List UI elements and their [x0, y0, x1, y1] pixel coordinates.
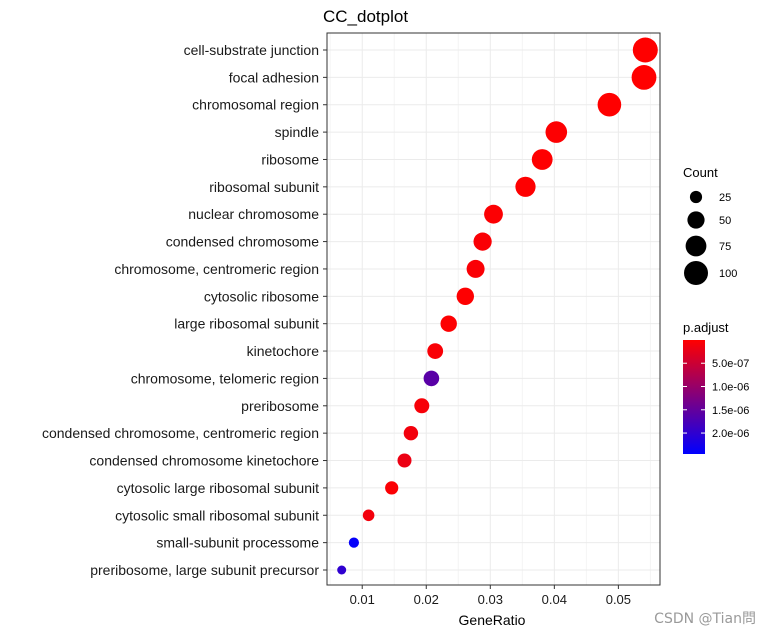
data-point — [337, 565, 347, 575]
y-tick-label: cytosolic large ribosomal subunit — [117, 480, 319, 496]
x-tick-label: 0.04 — [542, 592, 567, 607]
y-tick-label: small-subunit processome — [156, 535, 319, 551]
x-tick-label: 0.05 — [606, 592, 631, 607]
x-tick-label: 0.03 — [478, 592, 503, 607]
data-point — [385, 481, 399, 495]
y-tick-label: large ribosomal subunit — [174, 316, 319, 332]
data-point — [466, 259, 485, 278]
size-legend-key — [685, 235, 707, 257]
y-tick-label: cytosolic small ribosomal subunit — [115, 507, 319, 523]
data-point — [440, 315, 457, 332]
size-legend-key — [684, 261, 708, 285]
data-point — [515, 176, 536, 197]
color-legend: p.adjust 5.0e-07 1.0e-06 1.5e-06 2.0e-06 — [683, 320, 749, 454]
y-tick-label: condensed chromosome kinetochore — [89, 453, 319, 469]
data-point — [403, 426, 419, 441]
data-point — [473, 232, 492, 251]
data-point — [397, 453, 412, 468]
x-tick-label: 0.02 — [414, 592, 439, 607]
color-legend-label: 1.5e-06 — [712, 405, 749, 417]
data-point — [362, 509, 375, 522]
y-tick-label: condensed chromosome, centromeric region — [42, 425, 319, 441]
plot-panel-border — [326, 32, 661, 586]
data-point — [531, 149, 553, 170]
size-legend-label: 100 — [719, 268, 737, 280]
watermark: CSDN @Tian問 — [654, 611, 756, 627]
y-tick-label: chromosome, centromeric region — [114, 261, 319, 277]
y-tick-label: kinetochore — [247, 343, 320, 359]
data-point — [423, 370, 440, 387]
size-legend-label: 25 — [719, 192, 731, 204]
y-tick-label: chromosome, telomeric region — [131, 370, 319, 386]
size-legend-label: 50 — [719, 215, 731, 227]
data-point — [348, 537, 359, 548]
y-tick-label: condensed chromosome — [166, 234, 320, 250]
data-point — [484, 204, 503, 224]
y-tick-label: focal adhesion — [229, 69, 319, 85]
color-legend-label: 1.0e-06 — [712, 382, 749, 394]
size-legend-key — [687, 211, 705, 229]
size-legend-title: Count — [683, 165, 718, 180]
y-tick-label: spindle — [275, 124, 320, 140]
plot-points — [337, 37, 658, 575]
x-axis: 0.01 0.02 0.03 0.04 0.05 — [350, 585, 631, 607]
y-tick-label: cell-substrate junction — [184, 42, 319, 58]
y-tick-label: ribosomal subunit — [209, 179, 319, 195]
x-tick-label: 0.01 — [350, 592, 375, 607]
y-tick-label: preribosome, large subunit precursor — [90, 562, 319, 578]
data-point — [427, 343, 444, 359]
y-tick-label: cytosolic ribosome — [204, 288, 319, 304]
data-point — [545, 121, 568, 143]
y-tick-label: preribosome — [241, 398, 319, 414]
data-point — [631, 65, 657, 90]
color-legend-title: p.adjust — [683, 320, 729, 335]
color-legend-label: 5.0e-07 — [712, 358, 749, 370]
y-axis: cell-substrate junction focal adhesion chr… — [42, 42, 327, 578]
color-legend-bar — [683, 340, 705, 454]
size-legend-key — [689, 190, 703, 204]
data-point — [456, 287, 474, 305]
data-point — [597, 92, 622, 117]
y-tick-label: nuclear chromosome — [188, 206, 319, 222]
x-axis-title: GeneRatio — [459, 612, 526, 628]
data-point — [632, 37, 658, 63]
size-legend-label: 75 — [719, 241, 731, 253]
y-tick-label: chromosomal region — [192, 97, 319, 113]
color-legend-label: 2.0e-06 — [712, 428, 749, 440]
y-tick-label: ribosome — [261, 151, 319, 167]
chart-title: CC_dotplot — [323, 7, 408, 26]
data-point — [414, 398, 430, 414]
